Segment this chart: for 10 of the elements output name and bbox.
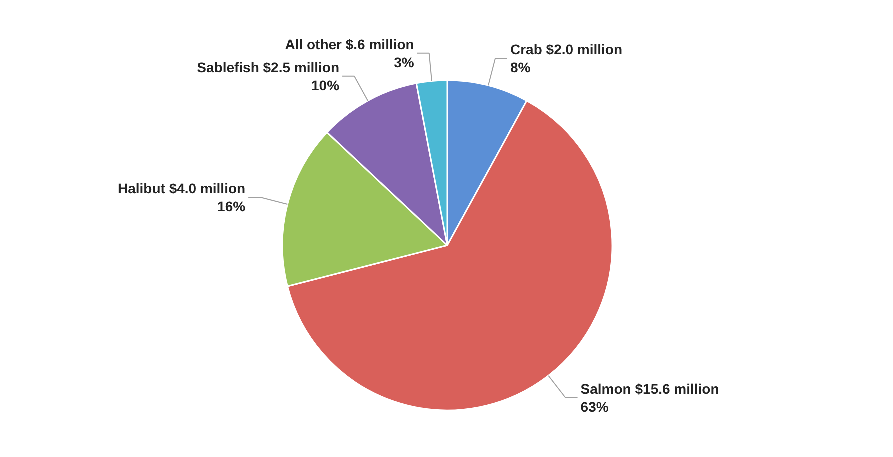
slice-label: Salmon $15.6 million — [580, 381, 720, 397]
slice-label: Crab $2.0 million — [510, 42, 623, 58]
data-label: 16% — [218, 198, 246, 215]
slice-label: All other $.6 million — [285, 36, 414, 52]
data-label: 10% — [312, 77, 340, 94]
slice-label: Halibut $4.0 million — [118, 180, 246, 197]
data-label: 8% — [510, 60, 532, 76]
data-label: 63% — [580, 399, 610, 415]
slice-label: Sablefish $2.5 million — [197, 59, 340, 76]
data-label: 3% — [394, 54, 415, 70]
